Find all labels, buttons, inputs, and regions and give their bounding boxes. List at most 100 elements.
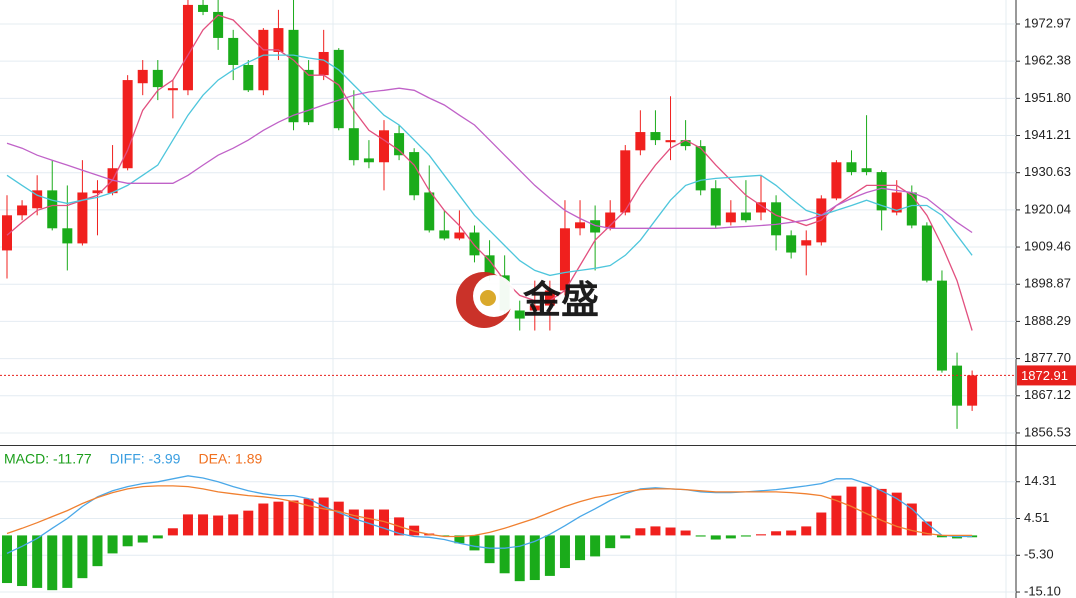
macd-bar (725, 535, 736, 539)
candle-body (379, 130, 389, 163)
macd-bar (605, 535, 616, 549)
macd-bar (243, 510, 254, 536)
macd-bar (182, 514, 193, 536)
candle-body (47, 190, 58, 229)
candle-body (514, 310, 525, 319)
y-tick-label: -5.30 (1024, 547, 1054, 562)
macd-bar (2, 535, 12, 584)
macd-bar (801, 526, 812, 536)
candle-body (77, 192, 88, 244)
macd-bar (17, 535, 28, 587)
candle-body (936, 280, 947, 371)
macd-bar (771, 531, 782, 536)
macd-bar (906, 503, 917, 536)
macd-bar (152, 535, 163, 539)
y-tick-label: -15.10 (1024, 583, 1061, 598)
macd-bar (77, 535, 88, 579)
y-tick-label: 1877.70 (1024, 350, 1071, 365)
candle-body (62, 228, 73, 244)
candle-body (484, 255, 495, 276)
ma-line (6, 87, 973, 234)
candle-body (424, 192, 435, 231)
macd-bar (318, 497, 329, 536)
candle-body (228, 37, 239, 65)
macd-line (6, 485, 973, 538)
y-tick-label: 1888.29 (1024, 313, 1071, 328)
candle-body (921, 225, 932, 281)
candle-body (876, 172, 887, 211)
macd-bar (454, 535, 465, 544)
candle-body (454, 232, 465, 239)
candle-body (756, 202, 766, 213)
macd-bar (273, 501, 284, 536)
macd-bar (831, 495, 842, 536)
candle-body (137, 69, 148, 84)
macd-bar (363, 509, 374, 536)
macd-line (6, 475, 973, 554)
macd-bar (333, 501, 344, 536)
candle-body (635, 132, 646, 151)
candle-body (32, 190, 43, 209)
y-tick-label: 1962.38 (1024, 53, 1071, 68)
candle-body (409, 152, 420, 196)
candle-body (303, 69, 314, 123)
candle-body (2, 215, 12, 251)
candle-body (167, 88, 178, 91)
candle-body (333, 49, 344, 129)
y-tick-label: 1941.21 (1024, 127, 1071, 142)
candle-body (665, 140, 676, 143)
watermark-text: 金盛 (522, 279, 599, 322)
candle-body (318, 51, 329, 76)
candle-body (559, 228, 570, 291)
candle-body (288, 29, 299, 123)
macd-bar (665, 527, 676, 536)
candle-body (439, 230, 450, 239)
macd-bar (967, 535, 978, 538)
candle-body (846, 162, 857, 173)
candle-body (695, 146, 706, 191)
y-tick-label: 1909.46 (1024, 238, 1071, 253)
macd-bar (876, 488, 887, 536)
candle-body (213, 11, 224, 38)
macd-bar (409, 525, 420, 536)
macd-bar (936, 535, 947, 538)
macd-bar (484, 535, 495, 564)
candle-body (273, 28, 284, 52)
candle-body (198, 4, 209, 12)
macd-bar (620, 535, 631, 539)
candle-body (906, 192, 917, 226)
readout: DEA: 1.89 (198, 451, 262, 467)
candle-body (620, 150, 631, 213)
macd-bar (590, 535, 601, 557)
candle-body (590, 220, 601, 233)
macd-bar (544, 535, 555, 576)
candle-body (786, 235, 797, 253)
y-tick-label: 4.51 (1024, 510, 1049, 525)
candle-body (861, 168, 872, 173)
candle-body (182, 4, 193, 91)
macd-bar (680, 530, 691, 536)
macd-bar (47, 535, 58, 591)
macd-bar (228, 514, 239, 536)
candle-body (17, 205, 28, 216)
macd-bar (861, 486, 872, 536)
candle-body (544, 290, 555, 306)
readout: MACD: -11.77 (4, 451, 92, 467)
macd-bar (695, 535, 706, 537)
candle-body (575, 222, 586, 229)
candle-body (92, 190, 103, 194)
last-price-tag (1017, 365, 1076, 386)
candle-body (771, 202, 782, 236)
macd-bar (379, 509, 389, 536)
candle-body (952, 365, 963, 406)
readout: DIFF: -3.99 (110, 451, 181, 467)
candle-body (469, 232, 480, 256)
macd-bar (514, 535, 525, 582)
macd-bar (740, 535, 751, 537)
last-price-label: 1872.91 (1021, 368, 1068, 383)
candle-body (725, 212, 736, 223)
macd-bar (710, 535, 721, 540)
candle-body (831, 162, 842, 199)
macd-bar (122, 535, 133, 547)
